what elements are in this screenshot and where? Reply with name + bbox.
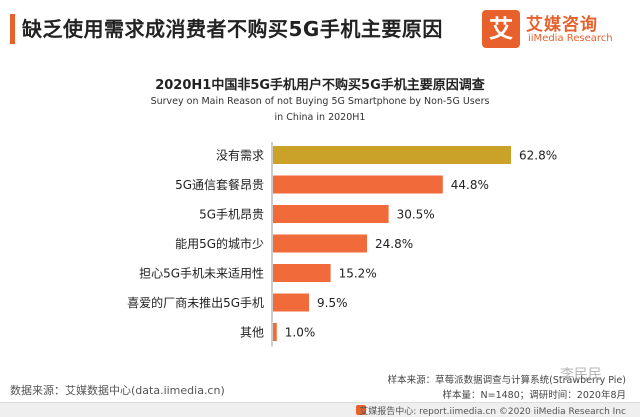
title-accent-bar: [10, 14, 15, 44]
category-label: 担心5G手机未来适用性: [139, 267, 264, 281]
bottom-bar-text: 艾媒报告中心: report.iimedia.cn ©2020 iiMedia …: [359, 407, 626, 417]
page-title: 缺乏使用需求成消费者不购买5G手机主要原因: [22, 17, 443, 41]
value-label: 15.2%: [339, 267, 377, 281]
category-label: 喜爱的厂商未推出5G手机: [127, 295, 264, 310]
header: 缺乏使用需求成消费者不购买5G手机主要原因 艾 艾媒咨询 iiMedia Res…: [0, 0, 640, 58]
value-label: 62.8%: [519, 149, 557, 163]
bar: [273, 146, 511, 164]
bar: [273, 264, 331, 282]
chart-subtitle-en-line1: Survey on Main Reason of not Buying 5G S…: [150, 96, 490, 107]
category-label: 能用5G的城市少: [175, 236, 264, 251]
bar: [273, 205, 389, 223]
bottom-bar: 艾媒报告中心: report.iimedia.cn ©2020 iiMedia …: [0, 402, 640, 417]
value-label: 9.5%: [317, 296, 348, 310]
category-label: 5G通信套餐昂贵: [175, 177, 264, 192]
bar: [273, 323, 277, 341]
category-label: 5G手机昂贵: [199, 208, 264, 222]
logo-mark: 艾: [482, 10, 520, 48]
sample-size: 样本量：N=1480；调研时间：2020年8月: [442, 390, 626, 401]
bar: [273, 234, 367, 253]
logo-name-en: iiMedia Research: [528, 33, 613, 44]
bar: [273, 175, 443, 194]
chart-title: 2020H1中国非5G手机用户不购买5G手机主要原因调查: [155, 78, 485, 93]
value-label: 44.8%: [451, 178, 489, 192]
logo-name-cn: 艾媒咨询: [526, 15, 598, 35]
chart-subtitle-en-line2: in China in 2020H1: [274, 112, 366, 123]
value-label: 24.8%: [375, 237, 413, 251]
category-label: 其他: [240, 326, 264, 340]
category-label: 没有需求: [216, 148, 264, 163]
report-center-icon: [356, 405, 366, 415]
sample-source: 样本来源：草莓派数据调查与计算系统(Strawberry Pie): [387, 375, 626, 386]
watermark: 李民民: [560, 367, 602, 383]
value-label: 30.5%: [397, 208, 435, 222]
iimedia-logo: 艾 艾媒咨询 iiMedia Research: [482, 8, 632, 52]
data-source: 数据来源：艾媒数据中心(data.iimedia.cn): [10, 384, 225, 397]
value-label: 1.0%: [285, 326, 316, 340]
bar: [273, 293, 310, 312]
